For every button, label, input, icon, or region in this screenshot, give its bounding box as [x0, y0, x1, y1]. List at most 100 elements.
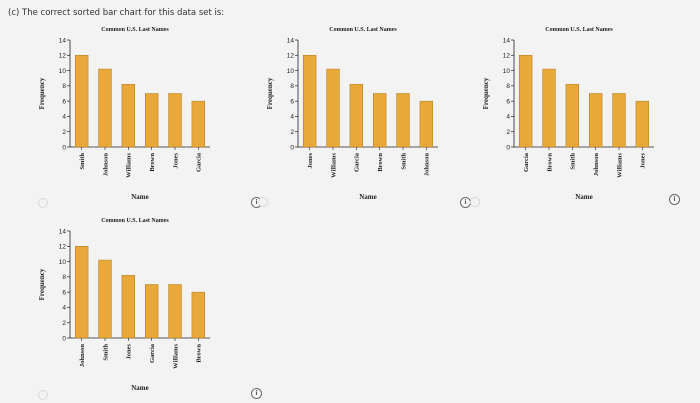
x-tick-label: Jones: [307, 153, 314, 169]
x-axis-label: Name: [131, 384, 149, 392]
chart-d-svg: Common U.S. Last Names Frequency 0 2 4 6 8 10 12…: [38, 218, 210, 392]
chart-title: Common U.S. Last Names: [329, 27, 397, 33]
chart-option-c: Common U.S. Last Names Frequency 0 2 4 6 8 10 12…: [474, 22, 700, 212]
x-tick-label: Brown: [149, 153, 156, 172]
option-a-radio[interactable]: [38, 198, 48, 208]
x-tick-label: Brown: [546, 153, 553, 172]
option-d-radio[interactable]: [38, 390, 48, 400]
y-tick-label: 14: [59, 228, 67, 235]
y-tick-label: 4: [290, 114, 294, 121]
y-tick-label: 6: [62, 289, 66, 296]
option-c-radio[interactable]: [470, 197, 480, 207]
chart-option-d: Common U.S. Last Names Frequency 0 2 4 6 8 10 12…: [30, 213, 260, 403]
bar: [373, 93, 387, 148]
chart-c-svg: Common U.S. Last Names Frequency 0 2 4 6 8 10 12…: [482, 27, 654, 201]
bar: [303, 55, 317, 148]
bar: [98, 68, 112, 148]
x-tick-label: Johnson: [102, 153, 109, 177]
bar: [168, 93, 182, 148]
bar: [145, 93, 159, 148]
chart-option-b: Common U.S. Last Names Frequency 0 2 4 6 8 10 12…: [258, 22, 488, 212]
x-tick-label: Smith: [79, 153, 86, 170]
x-tick-label: Williams: [330, 153, 337, 178]
y-tick-label: 8: [62, 83, 66, 90]
y-tick-label: 4: [62, 305, 66, 312]
x-tick-label: Garcia: [196, 152, 203, 172]
chart-title: Common U.S. Last Names: [545, 27, 613, 33]
x-tick-label: Johnson: [79, 344, 86, 368]
x-tick-label: Williams: [616, 153, 623, 178]
y-tick-label: 2: [62, 320, 66, 327]
x-tick-label: Williams: [126, 153, 133, 178]
chart-option-a: Common U.S. Last Names Frequency 0 2 4 6 8 10 12…: [30, 22, 260, 212]
x-tick-label: Smith: [102, 344, 109, 361]
y-tick-label: 2: [290, 129, 294, 136]
y-tick-label: 4: [506, 114, 510, 121]
y-tick-label: 0: [290, 144, 294, 151]
x-axis-label: Name: [575, 193, 593, 201]
bar: [168, 284, 182, 339]
bar: [612, 93, 626, 148]
y-tick-label: 6: [506, 98, 510, 105]
y-tick-label: 6: [62, 98, 66, 105]
y-tick-label: 6: [290, 98, 294, 105]
y-axis-label: Frequency: [266, 77, 274, 109]
bar: [396, 93, 410, 148]
bar: [542, 68, 556, 148]
bar: [635, 100, 650, 148]
y-tick-label: 10: [503, 68, 511, 75]
bar: [419, 100, 434, 148]
x-tick-label: Williams: [172, 344, 179, 369]
y-tick-label: 14: [503, 37, 511, 44]
y-tick-label: 14: [287, 37, 295, 44]
y-tick-label: 0: [62, 144, 66, 151]
bar: [98, 259, 112, 339]
y-tick-label: 10: [59, 68, 67, 75]
bar: [565, 84, 579, 148]
y-tick-label: 10: [59, 259, 67, 266]
info-icon[interactable]: [251, 388, 262, 399]
y-tick-label: 12: [503, 53, 511, 60]
x-tick-label: Brown: [196, 344, 203, 363]
x-tick-label: Brown: [377, 153, 384, 172]
bar: [75, 246, 89, 339]
x-tick-label: Smith: [570, 153, 577, 170]
question-text: (c) The correct sorted bar chart for thi…: [8, 8, 225, 18]
chart-title: Common U.S. Last Names: [101, 27, 169, 33]
bar: [121, 275, 135, 339]
y-tick-label: 4: [62, 114, 66, 121]
bar: [191, 100, 206, 148]
y-tick-label: 12: [59, 244, 67, 251]
y-tick-label: 0: [506, 144, 510, 151]
x-tick-label: Garcia: [354, 152, 361, 172]
bar: [589, 93, 603, 148]
y-tick-label: 12: [287, 53, 295, 60]
chart-b-svg: Common U.S. Last Names Frequency 0 2 4 6 8 10 12…: [266, 27, 438, 201]
bar: [121, 84, 135, 148]
x-tick-label: Smith: [400, 153, 407, 170]
y-axis-label: Frequency: [38, 77, 46, 109]
x-tick-label: Jones: [640, 153, 647, 169]
y-tick-label: 10: [287, 68, 295, 75]
y-axis-label: Frequency: [482, 77, 490, 109]
y-tick-label: 8: [290, 83, 294, 90]
x-tick-label: Garcia: [523, 152, 530, 172]
x-axis-label: Name: [131, 193, 149, 201]
option-b-radio[interactable]: [258, 197, 268, 207]
bar: [145, 284, 159, 339]
bar: [349, 84, 363, 148]
x-axis-label: Name: [359, 193, 377, 201]
x-tick-label: Johnson: [424, 153, 431, 177]
bar: [75, 55, 89, 148]
y-tick-label: 2: [62, 129, 66, 136]
y-tick-label: 2: [506, 129, 510, 136]
info-icon[interactable]: [669, 194, 680, 205]
y-tick-label: 8: [62, 274, 66, 281]
x-tick-label: Jones: [126, 344, 133, 360]
y-tick-label: 8: [506, 83, 510, 90]
y-tick-label: 14: [59, 37, 67, 44]
y-tick-label: 0: [62, 335, 66, 342]
y-tick-label: 12: [59, 53, 67, 60]
x-tick-label: Johnson: [593, 153, 600, 177]
chart-a-svg: Common U.S. Last Names Frequency 0 2 4 6 8 10 12…: [38, 27, 210, 201]
